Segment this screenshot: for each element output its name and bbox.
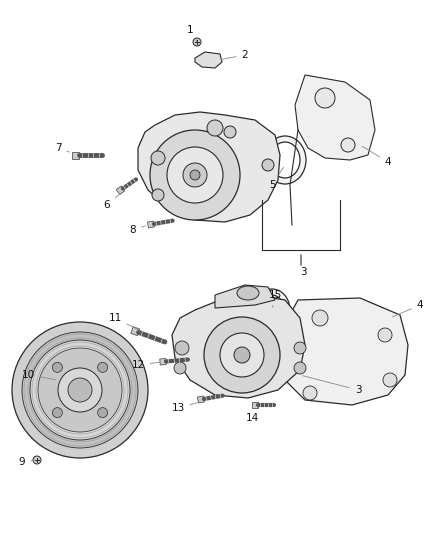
Ellipse shape: [260, 295, 284, 325]
Circle shape: [22, 332, 138, 448]
Text: 3: 3: [300, 261, 306, 277]
Circle shape: [193, 38, 201, 46]
Circle shape: [207, 120, 223, 136]
Circle shape: [220, 333, 264, 377]
Ellipse shape: [237, 286, 259, 300]
Circle shape: [341, 138, 355, 152]
Text: 3: 3: [303, 376, 361, 395]
Text: 5: 5: [268, 167, 283, 190]
Circle shape: [58, 368, 102, 412]
Polygon shape: [72, 151, 79, 158]
Circle shape: [312, 310, 328, 326]
Polygon shape: [252, 402, 258, 408]
Circle shape: [175, 341, 189, 355]
Circle shape: [151, 151, 165, 165]
Circle shape: [98, 362, 108, 373]
Circle shape: [204, 317, 280, 393]
Circle shape: [262, 159, 274, 171]
Text: 4: 4: [392, 300, 423, 317]
Circle shape: [183, 163, 207, 187]
Circle shape: [294, 362, 306, 374]
Polygon shape: [138, 112, 280, 222]
Circle shape: [33, 456, 41, 464]
Circle shape: [68, 378, 92, 402]
Polygon shape: [295, 75, 375, 160]
Text: 4: 4: [362, 147, 391, 167]
Polygon shape: [198, 396, 205, 403]
Text: 13: 13: [171, 403, 198, 413]
Text: 10: 10: [21, 370, 55, 380]
Polygon shape: [131, 327, 140, 336]
Polygon shape: [172, 295, 305, 398]
Circle shape: [30, 340, 130, 440]
Circle shape: [303, 386, 317, 400]
Circle shape: [383, 373, 397, 387]
Circle shape: [53, 408, 62, 418]
Text: 8: 8: [130, 225, 145, 235]
Text: 15: 15: [268, 290, 282, 307]
Text: 11: 11: [108, 313, 142, 332]
Polygon shape: [282, 298, 408, 405]
Polygon shape: [195, 52, 222, 68]
Text: 9: 9: [19, 457, 34, 467]
Polygon shape: [116, 186, 125, 195]
Polygon shape: [148, 221, 155, 228]
Polygon shape: [215, 285, 275, 308]
Circle shape: [294, 342, 306, 354]
Circle shape: [174, 362, 186, 374]
Polygon shape: [160, 359, 166, 365]
Circle shape: [150, 130, 240, 220]
Text: 14: 14: [245, 407, 258, 423]
Circle shape: [224, 126, 236, 138]
Text: 6: 6: [104, 194, 120, 210]
Circle shape: [152, 189, 164, 201]
Circle shape: [53, 362, 62, 373]
Circle shape: [12, 322, 148, 458]
Text: 2: 2: [221, 50, 248, 60]
Circle shape: [315, 88, 335, 108]
Circle shape: [378, 328, 392, 342]
Circle shape: [167, 147, 223, 203]
Circle shape: [190, 170, 200, 180]
Circle shape: [38, 348, 122, 432]
Text: 12: 12: [131, 360, 159, 370]
Circle shape: [234, 347, 250, 363]
Text: 7: 7: [55, 143, 69, 153]
Ellipse shape: [254, 289, 290, 331]
Text: 1: 1: [187, 25, 197, 42]
Ellipse shape: [270, 142, 300, 178]
Circle shape: [98, 408, 108, 418]
Ellipse shape: [264, 136, 306, 184]
